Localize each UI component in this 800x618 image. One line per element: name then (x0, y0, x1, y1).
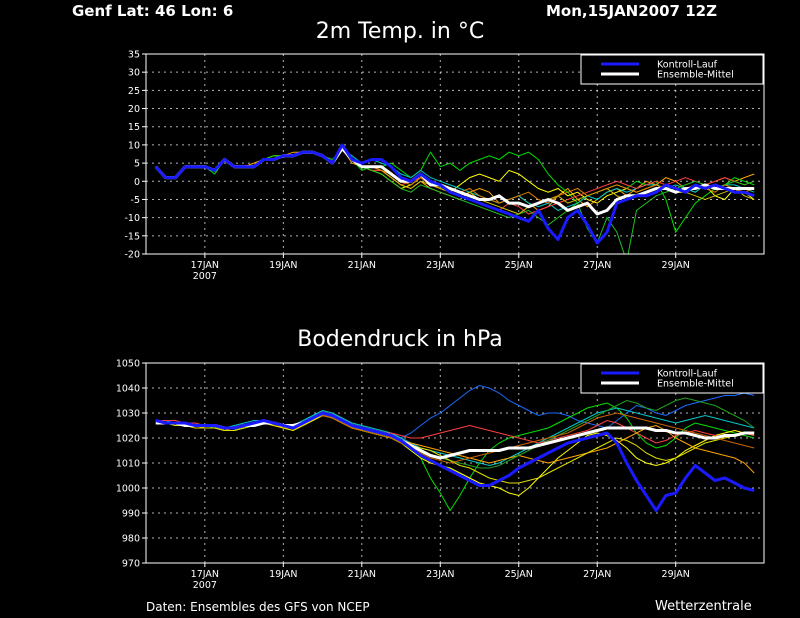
ensemble-member-line (155, 397, 755, 469)
x-tick-label: 21JAN (348, 569, 376, 580)
legend-box (580, 54, 764, 85)
x-tick-sublabel: 2007 (193, 580, 217, 591)
run-time-label: Mon,15JAN2007 12Z (546, 2, 717, 20)
legend-label: Ensemble-Mittel (657, 379, 734, 390)
y-tick-label: 1040 (116, 384, 140, 395)
y-tick-label: 1020 (116, 434, 140, 445)
x-tick-label: 27JAN (583, 260, 611, 271)
x-tick-label: 25JAN (505, 569, 533, 580)
ensemble-member-line (155, 407, 755, 467)
y-tick-label: -20 (124, 250, 140, 261)
x-tick-label: 29JAN (662, 569, 690, 580)
x-tick-label: 27JAN (583, 569, 611, 580)
pressure-chart-title: Bodendruck in hPa (297, 327, 503, 352)
y-tick-label: 10 (128, 140, 140, 151)
legend-label: Kontroll-Lauf (657, 60, 718, 71)
y-tick-label: 25 (128, 86, 140, 97)
y-tick-label: 35 (128, 50, 140, 61)
legend-label: Kontroll-Lauf (657, 369, 718, 380)
y-tick-label: -15 (124, 231, 140, 242)
x-tick-label: 19JAN (269, 569, 297, 580)
y-tick-label: -5 (131, 195, 140, 206)
plot-frame (145, 362, 765, 564)
kontroll-lauf-line (154, 143, 755, 245)
y-tick-label: 30 (128, 68, 140, 79)
y-tick-label: 1030 (116, 409, 140, 420)
x-tick-sublabel: 2007 (193, 271, 217, 282)
x-tick-label: 21JAN (348, 260, 376, 271)
legend-label: Ensemble-Mittel (657, 70, 734, 81)
location-label: Genf Lat: 46 Lon: 6 (72, 2, 234, 20)
y-tick-label: -10 (124, 213, 140, 224)
y-tick-label: 5 (134, 159, 140, 170)
y-tick-label: 980 (122, 534, 140, 545)
temp-chart-title: 2m Temp. in °C (315, 19, 485, 44)
y-tick-label: 990 (122, 509, 140, 520)
brand-label: Wetterzentrale (655, 599, 752, 614)
plot-frame (145, 53, 765, 255)
y-tick-label: 15 (128, 122, 140, 133)
legend-box (580, 363, 764, 394)
y-tick-label: 1000 (116, 484, 140, 495)
x-tick-label: 17JAN (191, 569, 219, 580)
data-source-label: Daten: Ensembles des GFS von NCEP (146, 600, 370, 614)
y-tick-label: 1050 (116, 359, 140, 370)
x-tick-label: 17JAN (191, 260, 219, 271)
x-tick-label: 23JAN (426, 260, 454, 271)
ensemble-mittel-line (155, 411, 755, 460)
kontroll-lauf-line (155, 411, 755, 512)
x-tick-label: 29JAN (662, 260, 690, 271)
x-tick-label: 25JAN (505, 260, 533, 271)
y-tick-label: 20 (128, 104, 140, 115)
x-tick-label: 23JAN (426, 569, 454, 580)
y-tick-label: 1010 (116, 459, 140, 470)
x-tick-label: 19JAN (269, 260, 297, 271)
y-tick-label: 970 (122, 559, 140, 570)
y-tick-label: 0 (134, 177, 140, 188)
